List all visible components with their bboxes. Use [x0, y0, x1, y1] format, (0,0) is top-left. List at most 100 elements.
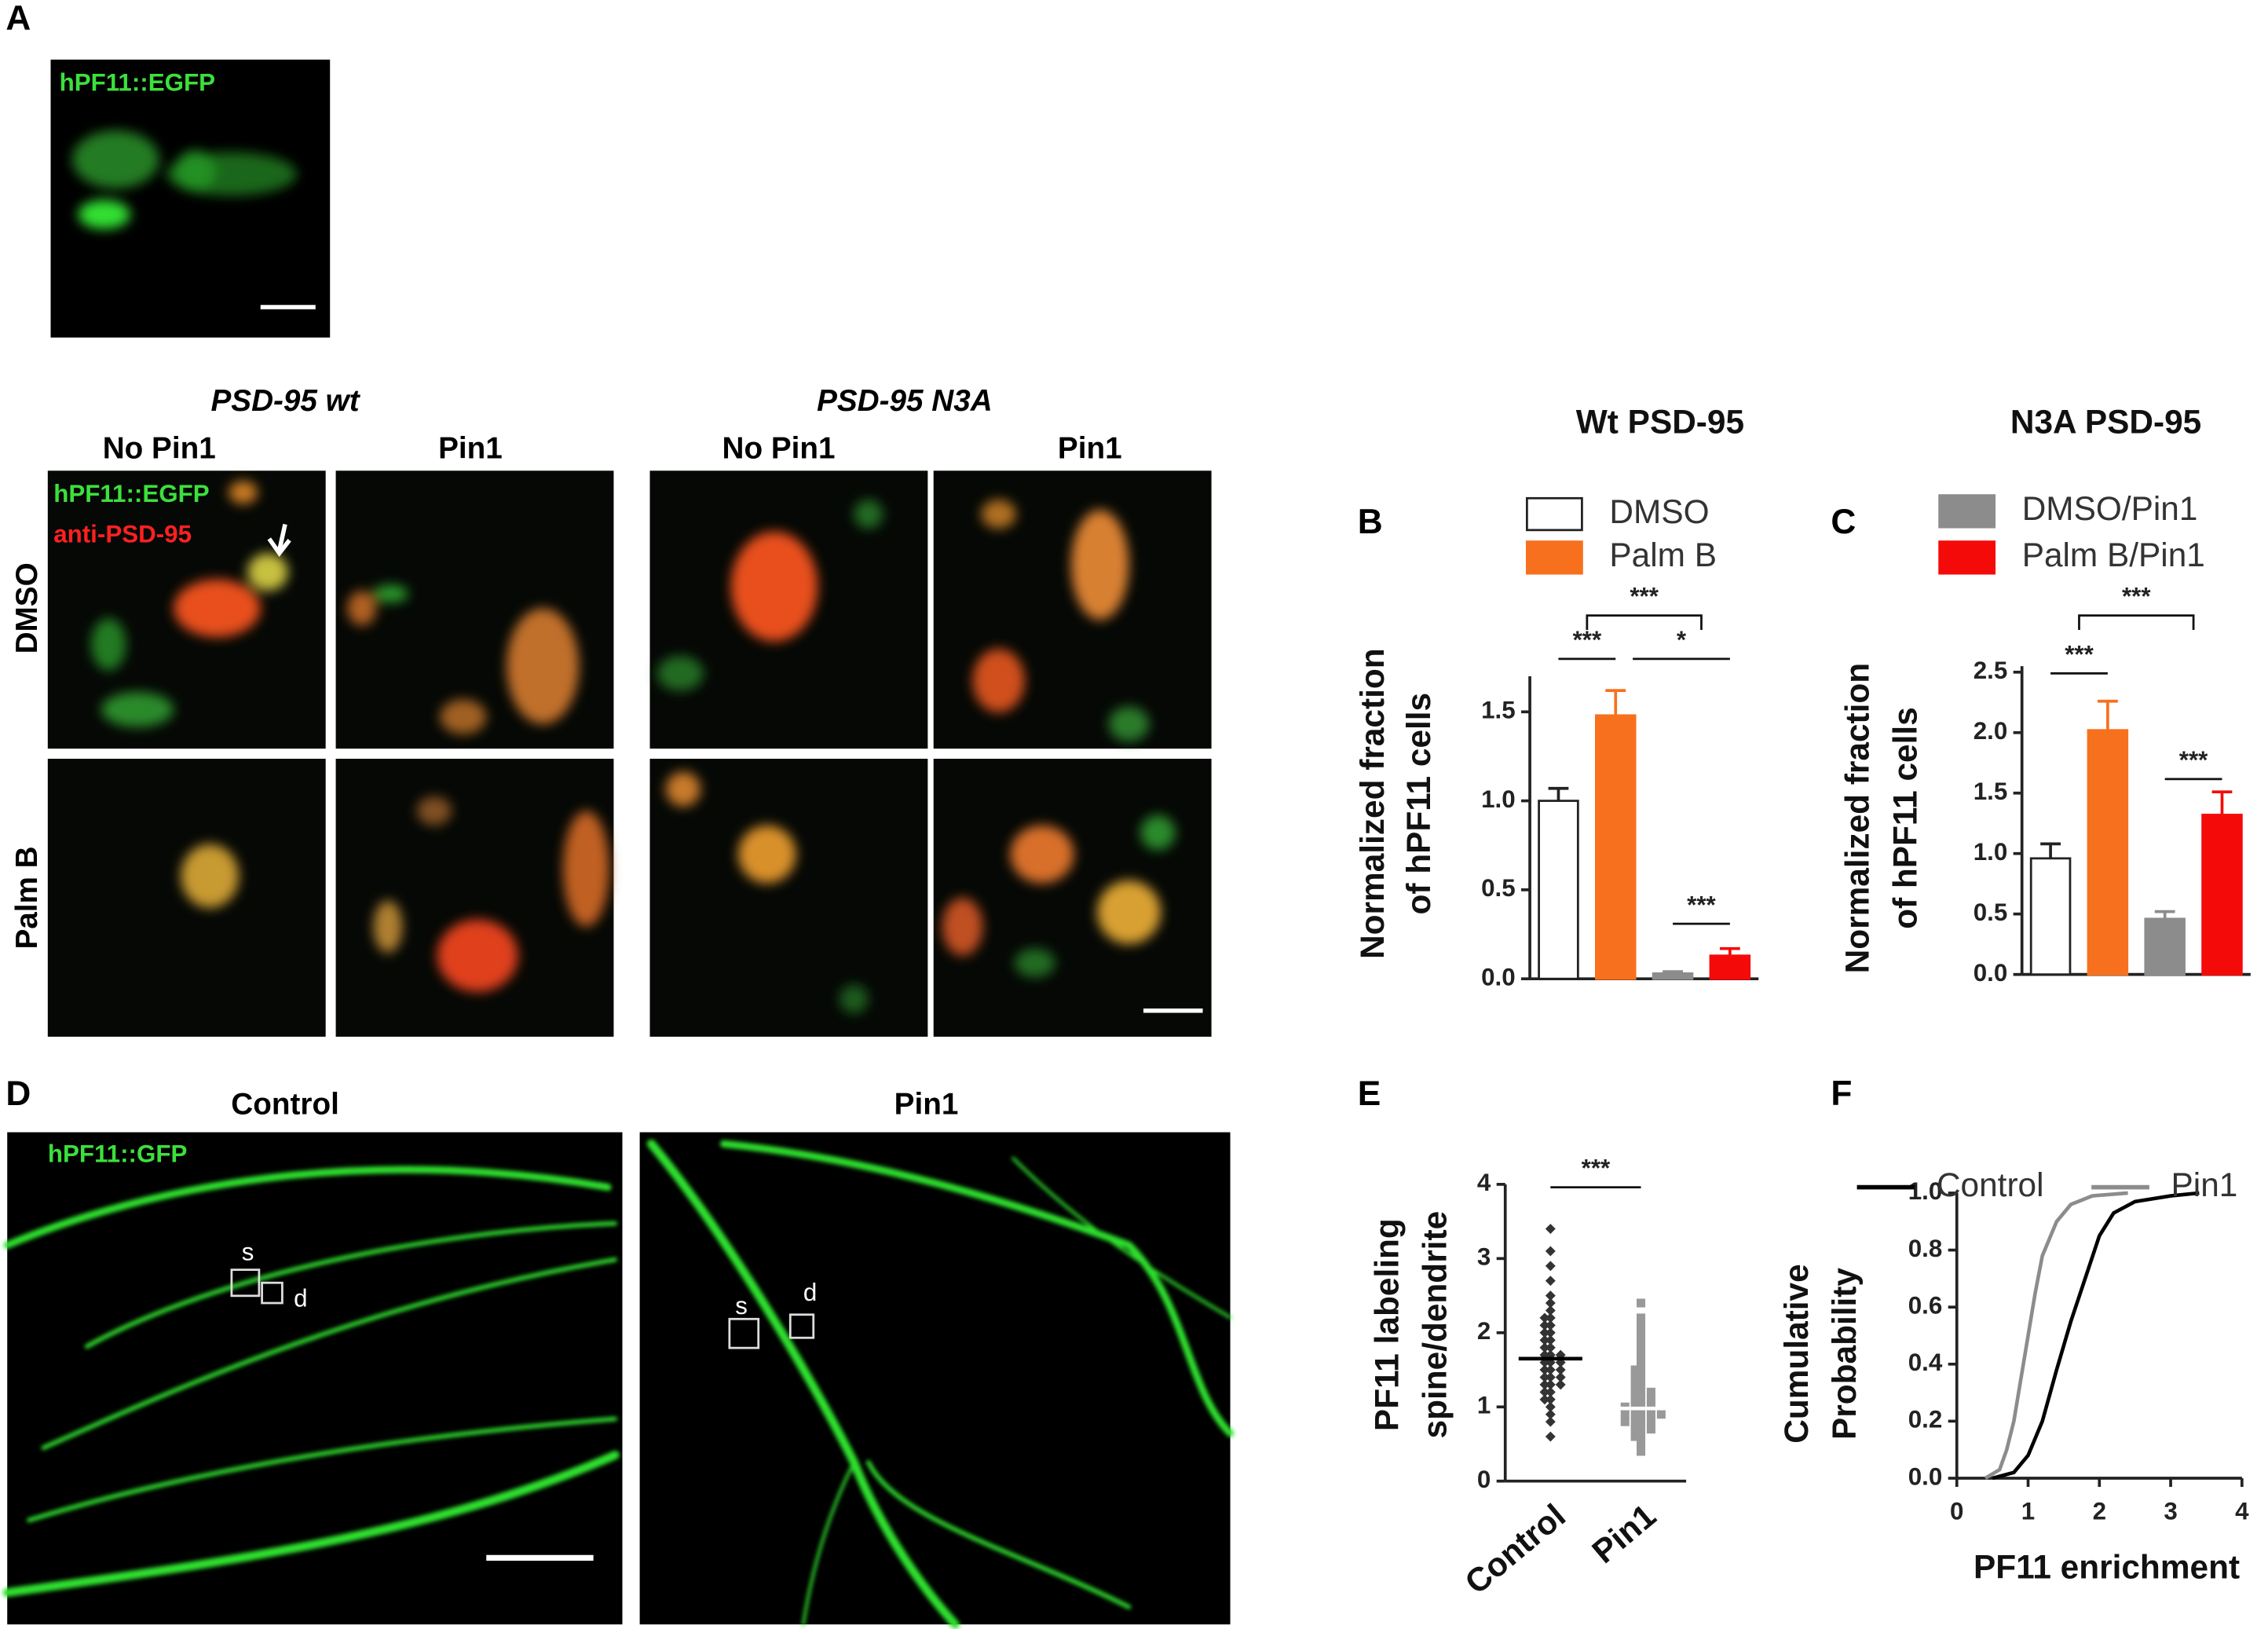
- y-tick-label: 0.2: [1908, 1406, 1943, 1433]
- bar: [1538, 800, 1579, 980]
- box-label: s: [735, 1292, 748, 1320]
- x-tick-label: 1: [2021, 1498, 2035, 1525]
- data-point: [1636, 1439, 1646, 1449]
- data-point: [1636, 1320, 1646, 1330]
- data-point: [1545, 1290, 1556, 1301]
- group-title: PSD-95 wt: [210, 384, 360, 418]
- data-point: [1646, 1410, 1655, 1419]
- significance-label: *: [1677, 626, 1687, 653]
- data-point: [1636, 1372, 1646, 1382]
- y-tick-label: 0.4: [1908, 1349, 1943, 1376]
- data-point: [1636, 1365, 1646, 1375]
- data-point: [1630, 1380, 1640, 1389]
- panel-letter: C: [1831, 503, 1856, 541]
- data-point: [1636, 1387, 1646, 1397]
- significance-line: [2078, 614, 2195, 631]
- column-title: No Pin1: [722, 432, 836, 466]
- legend-label: Palm B/Pin1: [2022, 536, 2205, 573]
- micrograph-grid: hPF11::EGFP anti-PSD-95: [47, 470, 1212, 1037]
- x-tick-label: Pin1: [1585, 1497, 1663, 1571]
- legend-swatch: [1938, 494, 1996, 529]
- data-point: [1545, 1364, 1556, 1375]
- data-point: [1630, 1432, 1640, 1441]
- y-tick-label: 2.0: [1974, 717, 2008, 745]
- data-point: [1545, 1276, 1556, 1287]
- bar: [2087, 729, 2129, 976]
- chart-title: Wt PSD-95: [1576, 403, 1744, 440]
- data-point: [1539, 1320, 1550, 1331]
- data-point: [1545, 1246, 1556, 1257]
- data-point: [1630, 1395, 1640, 1404]
- panel-letter: B: [1358, 503, 1383, 541]
- line: [1984, 1191, 2128, 1480]
- y-axis-label: PF11 labeling: [1368, 1218, 1405, 1431]
- data-point: [1545, 1224, 1556, 1235]
- data-point: [1555, 1364, 1566, 1375]
- arrow: [267, 523, 291, 557]
- significance-label: ***: [1582, 1155, 1611, 1182]
- y-tick-label: 2.5: [1974, 657, 2008, 684]
- y-tick-label: 1.5: [1974, 778, 2008, 805]
- y-axis-label: Cumulative: [1778, 1264, 1815, 1443]
- y-tick-label: 2: [1477, 1317, 1491, 1345]
- y-axis-label: of hPF11 cells: [1886, 707, 1923, 929]
- data-point: [1620, 1417, 1630, 1426]
- data-point: [1630, 1417, 1640, 1426]
- data-point: [1636, 1298, 1646, 1308]
- bar: [1709, 954, 1751, 980]
- data-point: [1539, 1379, 1550, 1390]
- bar: [2029, 857, 2072, 976]
- y-tick-label: 0.5: [1481, 874, 1516, 902]
- data-point: [1545, 1320, 1556, 1331]
- data-point: [1636, 1350, 1646, 1360]
- box-label: d: [294, 1285, 307, 1312]
- micrograph: s d s d hPF11::GFP: [2, 1132, 1235, 1629]
- y-tick-label: 0.6: [1908, 1291, 1943, 1319]
- significance-label: ***: [2065, 640, 2094, 668]
- legend-swatch: [1525, 496, 1583, 532]
- y-tick-label: 0.0: [1481, 963, 1516, 990]
- data-point: [1545, 1261, 1556, 1272]
- data-point: [1539, 1394, 1550, 1405]
- data-point: [1646, 1417, 1655, 1426]
- data-point: [1636, 1358, 1646, 1367]
- y-axis-label: Probability: [1826, 1268, 1863, 1440]
- data-point: [1545, 1409, 1556, 1420]
- column-title: Pin1: [894, 1088, 959, 1122]
- significance-label: ***: [1687, 891, 1716, 918]
- stain-label: anti-PSD-95: [53, 521, 192, 548]
- x-tick-label: 0: [1950, 1498, 1963, 1525]
- data-point: [1636, 1313, 1646, 1323]
- group-title: PSD-95 N3A: [817, 384, 993, 418]
- data-point: [1636, 1417, 1646, 1426]
- significance-label: ***: [1573, 626, 1602, 653]
- y-tick-label: 3: [1477, 1243, 1491, 1271]
- data-point: [1630, 1365, 1640, 1375]
- data-point: [1636, 1395, 1646, 1404]
- y-axis-label: Normalized fraction: [1838, 663, 1875, 974]
- data-point: [1539, 1312, 1550, 1323]
- panel-letter: F: [1831, 1074, 1852, 1113]
- x-tick-label: 4: [2235, 1498, 2249, 1525]
- data-point: [1636, 1343, 1646, 1353]
- data-point: [1545, 1334, 1556, 1345]
- data-point: [1545, 1305, 1556, 1316]
- significance-label: ***: [2179, 746, 2208, 774]
- y-axis-label: Normalized fraction: [1354, 648, 1391, 959]
- bar: [2144, 917, 2186, 976]
- data-point: [1636, 1380, 1646, 1389]
- stain-label: hPF11::EGFP: [60, 68, 215, 96]
- data-point: [1646, 1425, 1655, 1434]
- data-point: [1545, 1431, 1556, 1442]
- data-point: [1620, 1410, 1630, 1419]
- y-tick-label: 0: [1477, 1466, 1491, 1493]
- y-axis-label: spine/dendrite: [1416, 1211, 1453, 1439]
- y-tick-label: 1.0: [1481, 785, 1516, 813]
- data-point: [1630, 1410, 1640, 1419]
- row-title: Palm B: [10, 846, 44, 949]
- data-point: [1539, 1364, 1550, 1375]
- data-point: [1636, 1447, 1646, 1456]
- legend-swatch: [1525, 540, 1583, 575]
- data-point: [1656, 1410, 1666, 1419]
